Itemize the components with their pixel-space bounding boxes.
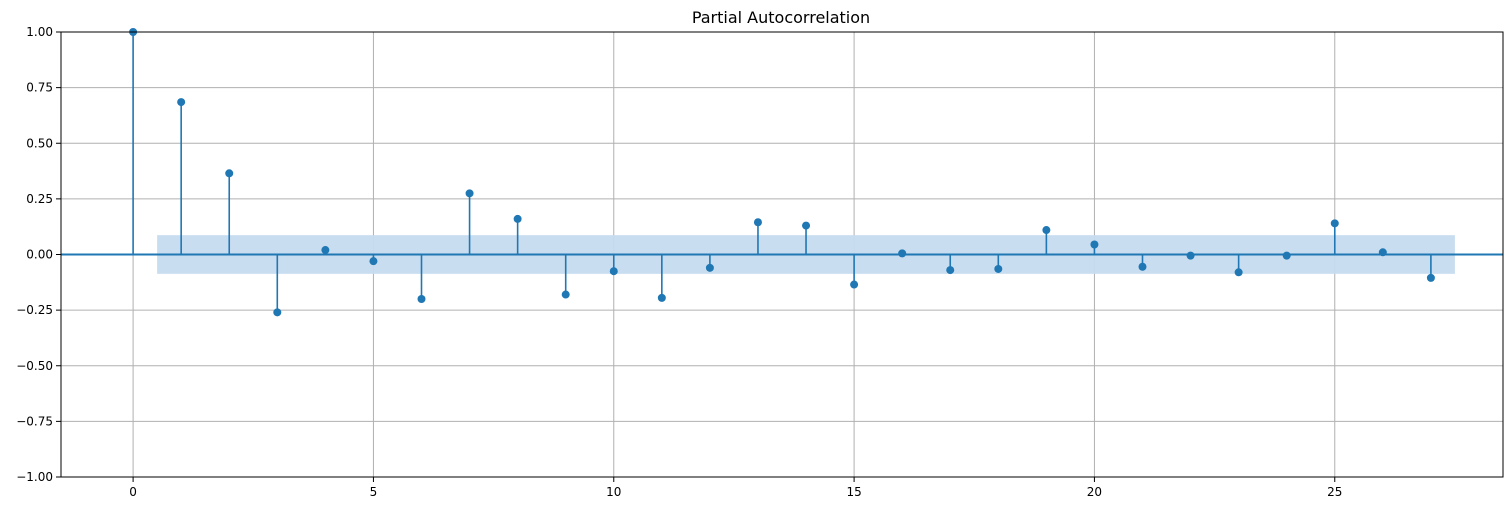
x-tick-label: 20: [1087, 485, 1102, 499]
y-tick-label: −0.50: [16, 359, 53, 373]
stem-marker: [1186, 251, 1195, 260]
stem-marker: [417, 295, 426, 303]
stem-marker: [177, 98, 186, 107]
stem-marker: [850, 280, 859, 289]
stem-marker: [1138, 262, 1147, 271]
stem-marker: [369, 257, 378, 266]
stem-marker: [1282, 251, 1291, 260]
stem-marker: [898, 249, 907, 258]
stem-marker: [561, 290, 570, 299]
y-tick-label: 0.00: [26, 248, 53, 262]
y-tick-label: −0.75: [16, 414, 53, 428]
x-tick-label: 0: [129, 485, 137, 499]
x-tick-label: 25: [1327, 485, 1342, 499]
stem-marker: [1426, 273, 1435, 282]
y-tick-label: 0.50: [26, 136, 53, 150]
stem-marker: [1378, 248, 1387, 257]
stem-marker: [1090, 240, 1099, 249]
x-tick-label: 15: [846, 485, 861, 499]
x-tick-label: 10: [606, 485, 621, 499]
stem-marker: [321, 246, 330, 255]
stem-marker: [802, 221, 811, 230]
y-tick-label: 0.25: [26, 192, 53, 206]
stem-marker: [753, 218, 762, 227]
stem-marker: [225, 169, 234, 178]
stem-marker: [1330, 219, 1339, 228]
axes-layer: 0 5 10 15 20 25 −1.00 −0.75 −0.50 −0.25 0.00 0.25 0.…: [16, 25, 1504, 499]
y-tick-label: −1.00: [16, 470, 53, 484]
stem-marker: [465, 189, 474, 198]
stem-marker: [1042, 226, 1051, 235]
stem-marker: [1234, 268, 1243, 277]
stem-marker: [657, 293, 666, 302]
stem-marker: [994, 264, 1003, 273]
stem-marker: [946, 266, 955, 275]
x-tick-label: 5: [370, 485, 378, 499]
stem-marker: [513, 214, 522, 223]
stem-marker: [273, 308, 282, 317]
y-tick-label: 1.00: [26, 25, 53, 39]
stem-marker: [705, 263, 714, 272]
stem-layer: [61, 28, 1503, 317]
y-tick-label: 0.75: [26, 81, 53, 95]
stem-marker: [609, 267, 618, 276]
chart-title: Partial Autocorrelation: [692, 8, 870, 27]
y-tick-label: −0.25: [16, 303, 53, 317]
